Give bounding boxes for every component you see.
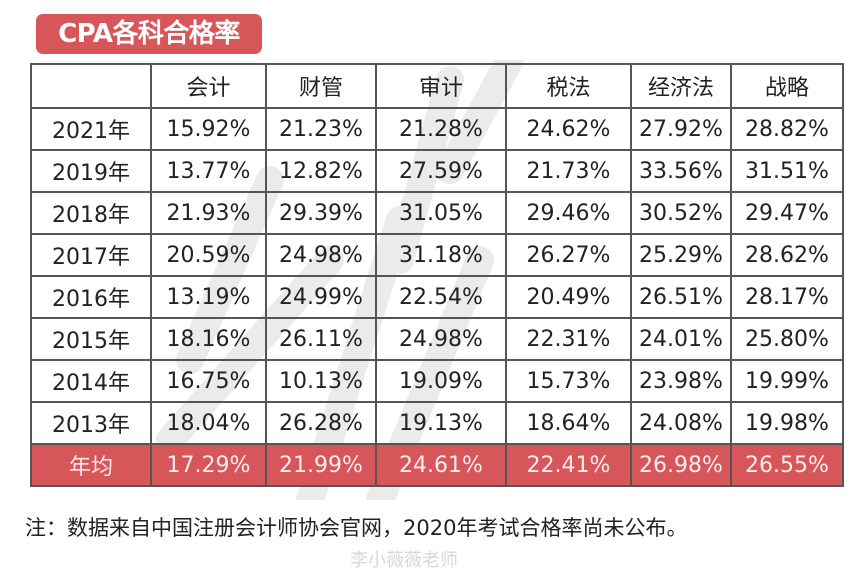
rate-cell: 16.75% bbox=[150, 359, 267, 403]
rate-cell: 21.28% bbox=[375, 107, 507, 151]
table-row: 2013年 18.04% 26.28% 19.13% 18.64% 24.08% 19.98… bbox=[30, 401, 844, 445]
rate-cell: 20.59% bbox=[150, 233, 267, 277]
year-cell: 2013年 bbox=[30, 401, 152, 445]
rate-cell: 18.16% bbox=[150, 317, 267, 361]
rate-cell: 29.46% bbox=[505, 191, 632, 235]
table-row: 2015年 18.16% 26.11% 24.98% 22.31% 24.01% 25.80… bbox=[30, 317, 844, 361]
rate-cell: 24.98% bbox=[375, 317, 507, 361]
rate-cell: 24.99% bbox=[265, 275, 377, 319]
average-cell: 24.61% bbox=[375, 443, 507, 487]
rate-cell: 22.31% bbox=[505, 317, 632, 361]
rate-cell: 19.98% bbox=[730, 401, 844, 445]
table-row: 2018年 21.93% 29.39% 31.05% 29.46% 30.52% 29.47… bbox=[30, 191, 844, 235]
year-cell: 2014年 bbox=[30, 359, 152, 403]
rate-cell: 22.54% bbox=[375, 275, 507, 319]
rate-cell: 28.82% bbox=[730, 107, 844, 151]
rate-cell: 15.92% bbox=[150, 107, 267, 151]
year-cell: 2018年 bbox=[30, 191, 152, 235]
average-label: 年均 bbox=[30, 443, 152, 487]
rate-cell: 13.19% bbox=[150, 275, 267, 319]
rate-cell: 24.98% bbox=[265, 233, 377, 277]
pass-rate-table: 会计 财管 审计 税法 经济法 战略 2021年 15.92% 21.23% 21.2… bbox=[30, 63, 844, 487]
year-cell: 2016年 bbox=[30, 275, 152, 319]
rate-cell: 18.04% bbox=[150, 401, 267, 445]
rate-cell: 30.52% bbox=[630, 191, 732, 235]
rate-cell: 19.09% bbox=[375, 359, 507, 403]
column-header: 财管 bbox=[265, 63, 377, 109]
rate-cell: 31.18% bbox=[375, 233, 507, 277]
rate-cell: 18.64% bbox=[505, 401, 632, 445]
rate-cell: 21.73% bbox=[505, 149, 632, 193]
average-row: 年均 17.29% 21.99% 24.61% 22.41% 26.98% 26.55% bbox=[30, 443, 844, 487]
column-header: 战略 bbox=[730, 63, 844, 109]
rate-cell: 27.92% bbox=[630, 107, 732, 151]
rate-cell: 29.47% bbox=[730, 191, 844, 235]
rate-cell: 15.73% bbox=[505, 359, 632, 403]
rate-cell: 12.82% bbox=[265, 149, 377, 193]
rate-cell: 28.17% bbox=[730, 275, 844, 319]
rate-cell: 10.13% bbox=[265, 359, 377, 403]
table-row: 2014年 16.75% 10.13% 19.09% 15.73% 23.98% 19.99… bbox=[30, 359, 844, 403]
rate-cell: 26.51% bbox=[630, 275, 732, 319]
rate-cell: 24.62% bbox=[505, 107, 632, 151]
year-cell: 2021年 bbox=[30, 107, 152, 151]
rate-cell: 19.99% bbox=[730, 359, 844, 403]
column-header: 会计 bbox=[150, 63, 267, 109]
table-row: 2017年 20.59% 24.98% 31.18% 26.27% 25.29% 28.62… bbox=[30, 233, 844, 277]
rate-cell: 24.08% bbox=[630, 401, 732, 445]
average-cell: 26.98% bbox=[630, 443, 732, 487]
column-header: 税法 bbox=[505, 63, 632, 109]
rate-cell: 20.49% bbox=[505, 275, 632, 319]
year-cell: 2015年 bbox=[30, 317, 152, 361]
rate-cell: 33.56% bbox=[630, 149, 732, 193]
rate-cell: 31.05% bbox=[375, 191, 507, 235]
average-cell: 22.41% bbox=[505, 443, 632, 487]
average-cell: 21.99% bbox=[265, 443, 377, 487]
rate-cell: 13.77% bbox=[150, 149, 267, 193]
rate-cell: 31.51% bbox=[730, 149, 844, 193]
page-title: CPA各科合格率 bbox=[36, 14, 262, 54]
average-cell: 26.55% bbox=[730, 443, 844, 487]
column-header: 审计 bbox=[375, 63, 507, 109]
rate-cell: 21.93% bbox=[150, 191, 267, 235]
rate-cell: 29.39% bbox=[265, 191, 377, 235]
table-row: 2019年 13.77% 12.82% 27.59% 21.73% 33.56% 31.51… bbox=[30, 149, 844, 193]
header-row: 会计 财管 审计 税法 经济法 战略 bbox=[30, 63, 844, 109]
rate-cell: 25.29% bbox=[630, 233, 732, 277]
rate-cell: 23.98% bbox=[630, 359, 732, 403]
rate-cell: 27.59% bbox=[375, 149, 507, 193]
table-row: 2016年 13.19% 24.99% 22.54% 20.49% 26.51% 28.17… bbox=[30, 275, 844, 319]
rate-cell: 24.01% bbox=[630, 317, 732, 361]
column-header: 经济法 bbox=[630, 63, 732, 109]
rate-cell: 25.80% bbox=[730, 317, 844, 361]
rate-cell: 28.62% bbox=[730, 233, 844, 277]
rate-cell: 26.28% bbox=[265, 401, 377, 445]
rate-cell: 21.23% bbox=[265, 107, 377, 151]
rate-cell: 26.27% bbox=[505, 233, 632, 277]
year-cell: 2019年 bbox=[30, 149, 152, 193]
table-row: 2021年 15.92% 21.23% 21.28% 24.62% 27.92% 28.82… bbox=[30, 107, 844, 151]
year-cell: 2017年 bbox=[30, 233, 152, 277]
corner-cell bbox=[30, 63, 152, 109]
footnote: 注：数据来自中国注册会计师协会官网，2020年考试合格率尚未公布。 bbox=[25, 516, 688, 540]
author-credit: 李小薇薇老师 bbox=[350, 550, 458, 571]
rate-cell: 19.13% bbox=[375, 401, 507, 445]
average-cell: 17.29% bbox=[150, 443, 267, 487]
rate-cell: 26.11% bbox=[265, 317, 377, 361]
